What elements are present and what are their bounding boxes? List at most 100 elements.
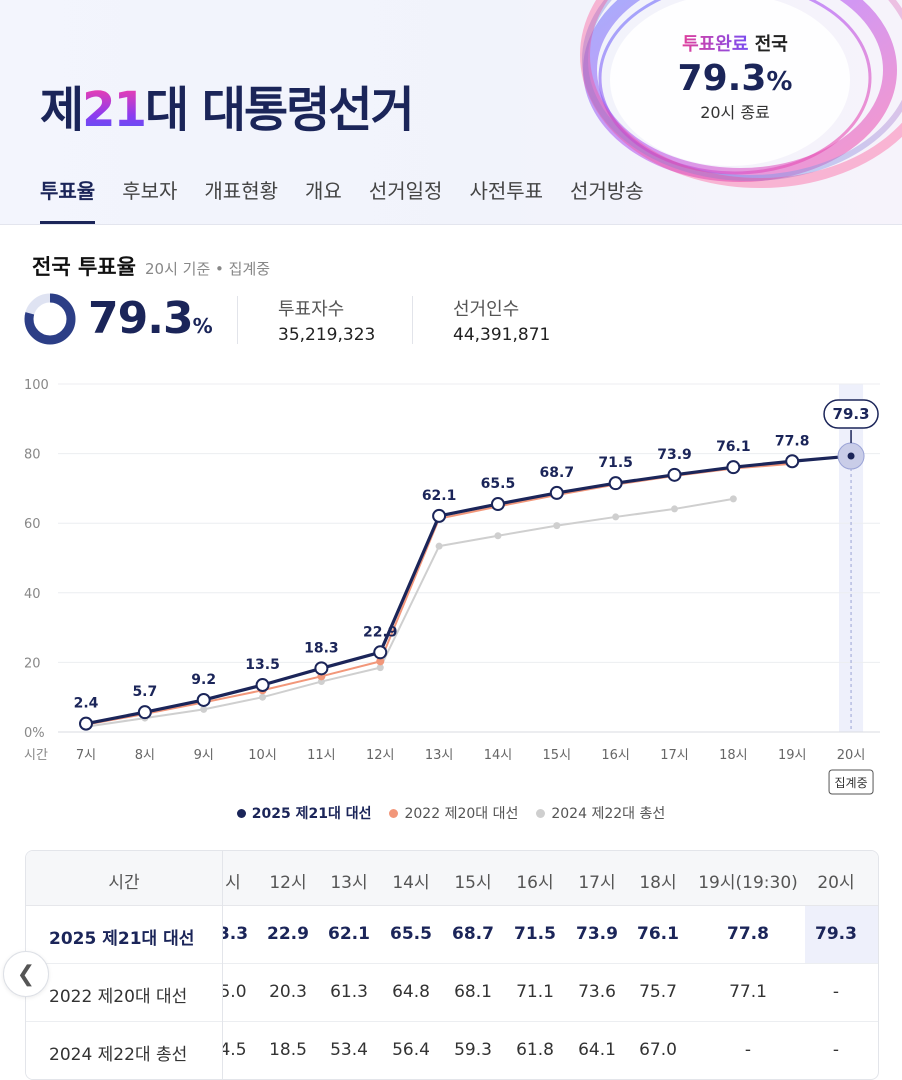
table-cell: 71.5 (514, 924, 556, 944)
legend-item-2025[interactable]: 2025 제21대 대선 (236, 803, 371, 823)
data-label: 2.4 (74, 696, 99, 712)
electorate-label: 선거인수 (453, 299, 520, 320)
tab-candidates[interactable]: 후보자 (122, 179, 178, 203)
x-tick-label: 18시 (719, 748, 748, 763)
table-cell: 62.1 (328, 924, 370, 944)
data-label: 18.3 (304, 640, 339, 656)
x-tick-label: 19시 (778, 748, 807, 763)
data-point (494, 532, 502, 540)
y-tick-label: 20 (24, 656, 41, 671)
vote-complete-label: 투표완료 (682, 34, 749, 55)
table-cell: 18.5 (269, 1040, 307, 1060)
x-tick-label: 8시 (135, 748, 155, 763)
data-point (490, 497, 505, 512)
legend-dot-icon (236, 808, 246, 818)
x-tick-label: 12시 (366, 748, 395, 763)
legend-item-2022[interactable]: 2022 제20대 대선 (389, 803, 518, 823)
x-tick-label: 14시 (484, 748, 513, 763)
data-point (259, 693, 267, 701)
current-value-label: 79.3 (833, 405, 870, 423)
x-tick-label: 20시 (837, 748, 866, 763)
data-point (373, 645, 388, 660)
tab-turnout[interactable]: 투표율 (40, 175, 96, 224)
electorate-value: 44,391,871 (453, 325, 551, 345)
tab-broadcast[interactable]: 선거방송 (570, 179, 644, 203)
table-cell: 64.1 (578, 1040, 616, 1060)
row-label-2024: 2024 제22대 총선 (49, 1045, 188, 1065)
table-cell: 79.3 (815, 924, 857, 944)
table-cell: 61.8 (516, 1040, 554, 1060)
data-label: 9.2 (191, 672, 216, 688)
legend-item-2024[interactable]: 2024 제22대 총선 (536, 803, 665, 823)
election-title: 제21대 대통령선거 (40, 82, 415, 138)
x-tick-label: 17시 (660, 748, 689, 763)
table-cell: 3.3 (217, 924, 249, 944)
y-tick-label: 80 (24, 448, 41, 463)
table-cell: 68.7 (452, 924, 494, 944)
table-header-time: 시간 (108, 873, 140, 893)
chevron-left-icon[interactable]: ❮ (3, 951, 49, 997)
table-cell: 4.5 (219, 1040, 247, 1060)
national-turnout-rate: 79.3% (88, 293, 213, 344)
table-header-cell: 18시 (639, 873, 677, 893)
data-point (376, 664, 384, 672)
table-header-cell: 12시 (269, 873, 307, 893)
voters-value: 35,219,323 (278, 325, 376, 345)
data-point (79, 716, 93, 731)
table-cell: 61.3 (330, 982, 368, 1002)
table-cell: 64.8 (392, 982, 430, 1002)
table-cell: 75.7 (639, 982, 677, 1002)
turnout-table: 시 12시 13시 14시 15시 16시 17시 18시 19시(19:30) 20시 3.3 22… (25, 850, 879, 1080)
table-cell: 56.4 (392, 1040, 430, 1060)
divider (412, 296, 413, 344)
table-cell: - (832, 1040, 840, 1060)
x-tick-label: 10시 (248, 748, 277, 763)
summary-title: 전국 투표율 20시 기준 • 집계중 (32, 255, 271, 279)
y-tick-label: 0% (24, 726, 45, 741)
table-cell: 73.6 (578, 982, 616, 1002)
table-cell: 20.3 (269, 982, 307, 1002)
table-header-cell: 15시 (454, 873, 492, 893)
badge-rate: 79.3% (677, 58, 793, 99)
y-tick-label: 40 (24, 587, 41, 602)
data-point (314, 661, 329, 676)
data-point (549, 485, 564, 500)
tab-schedule[interactable]: 선거일정 (368, 179, 443, 203)
table-header-cell: 20시 (817, 873, 855, 893)
table-cell: 5.0 (219, 982, 247, 1002)
tab-early-voting[interactable]: 사전투표 (469, 179, 544, 203)
data-label: 76.1 (716, 439, 751, 455)
tab-overview[interactable]: 개요 (305, 179, 342, 203)
turnout-line-chart: 0% 20 40 60 80 100 시간 7시 8시 9시 10시 11시 12시 13시 14시 15시 1… (0, 370, 902, 810)
tab-counting[interactable]: 개표현황 (204, 179, 279, 203)
x-tick-label: 11시 (307, 748, 336, 763)
data-label: 73.9 (657, 447, 692, 463)
table-cell: 67.0 (639, 1040, 677, 1060)
table-cell: - (832, 982, 840, 1002)
data-label: 5.7 (132, 684, 157, 700)
table-cell: 53.4 (330, 1040, 368, 1060)
table-cell: 76.1 (637, 924, 679, 944)
row-divider (26, 1021, 878, 1022)
data-point (137, 705, 152, 720)
data-point (671, 505, 678, 513)
data-point (196, 692, 211, 707)
y-tick-label: 100 (24, 378, 49, 393)
row-label-2022: 2022 제20대 대선 (49, 987, 188, 1007)
chart-legend: 2025 제21대 대선 2022 제20대 대선 2024 제22대 총선 (0, 803, 902, 823)
election-header: 제21대 대통령선거 투표완료 전국 79.3% 20시 종료 투표율 후보자 … (0, 0, 902, 225)
table-cell: 59.3 (454, 1040, 492, 1060)
table-fixed-column: 시간 2025 제21대 대선 2022 제20대 대선 2024 제22대 총… (26, 851, 223, 1079)
table-header-cell: 시 (225, 873, 241, 893)
data-point (726, 460, 741, 475)
table-header-cell: 16시 (516, 873, 554, 893)
data-point (608, 476, 623, 491)
main-tabs: 투표율 후보자 개표현황 개요 선거일정 사전투표 선거방송 (40, 175, 671, 224)
current-point (847, 452, 855, 460)
current-value-badge (823, 399, 879, 429)
counting-tag (828, 769, 874, 795)
series-line (85, 454, 852, 726)
table-cell: 22.9 (267, 924, 309, 944)
data-label: 77.8 (775, 433, 810, 449)
current-column-highlight (805, 906, 878, 963)
